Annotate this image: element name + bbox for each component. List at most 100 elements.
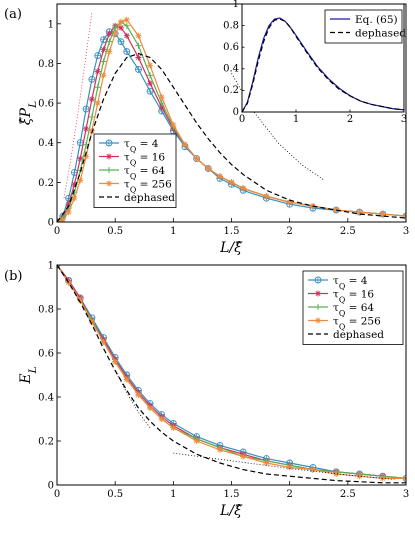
b-legend-marker-2 [315, 304, 321, 310]
b-point--q-256-5 [112, 358, 119, 365]
a-point--q-16-13 [135, 54, 142, 61]
a-ytick-label-3: 0.6 [38, 99, 54, 110]
b-ytick-label-5: 1 [48, 261, 54, 272]
a-inset-ytick-label-2: 0.4 [223, 64, 239, 75]
b-xtick-label-4: 2 [286, 489, 292, 500]
a-point--q-16-11 [117, 24, 124, 31]
a-series--q-256-line [57, 19, 406, 222]
a-xtick-label-1: 0.5 [107, 226, 123, 237]
a-point--q-64-10 [112, 24, 119, 31]
a-legend-marker-1 [106, 153, 112, 160]
a-xtick-label-6: 3 [403, 226, 409, 237]
b-point--q-256-9 [158, 416, 165, 422]
b-xtick-label-1: 0.5 [107, 489, 123, 500]
a-point--q-256-18 [193, 155, 200, 162]
a-point--q-4-11 [117, 38, 125, 46]
a-point--q-4-12 [123, 48, 131, 56]
a-point--q-4-6 [88, 75, 96, 83]
b-series-guide-5-line [114, 370, 151, 429]
a-point--q-256-27 [356, 209, 363, 216]
a-point--q-64-13 [135, 42, 142, 49]
b-legend-label-2: τQ = 64 [333, 302, 374, 318]
b-point--q-256-6 [123, 376, 130, 383]
b-point--q-256-17 [333, 471, 340, 477]
a-point--q-64-6 [88, 113, 95, 120]
a-xtick-label-0: 0 [54, 226, 60, 237]
a-legend-label-2: τQ = 64 [124, 165, 165, 181]
a-axes-frame [56, 3, 407, 223]
a-xlabel: L/ξ̂ [219, 240, 243, 256]
a-point--q-256-8 [100, 72, 107, 79]
a-point--q-256-7 [94, 100, 101, 107]
a-point--q-16-2 [65, 201, 72, 208]
b-legend-label-4: dephased [333, 329, 384, 341]
a-legend-label-3: τQ = 256 [124, 178, 172, 194]
b-legend-marker-0 [314, 276, 322, 284]
a-point--q-256-22 [240, 185, 247, 192]
a-point--q-256-11 [117, 18, 124, 25]
b-panel-label: (b) [4, 269, 22, 284]
a-inset-plot-area [242, 17, 404, 112]
b-point--q-256-18 [356, 473, 363, 480]
a-point--q-256-15 [158, 94, 165, 101]
a-point--q-256-10 [112, 30, 119, 37]
b-legend-label-1: τQ = 16 [333, 288, 374, 304]
a-inset-series-dephased-line [242, 18, 404, 112]
a-point--q-16-3 [71, 181, 78, 188]
a-point--q-16-4 [77, 155, 84, 162]
b-ytick-label-4: 0.8 [38, 305, 54, 316]
a-ylabel: ξ̂PL [18, 101, 39, 125]
b-legend-marker-3 [315, 317, 321, 324]
b-point--q-256-14 [263, 460, 270, 466]
a-xtick-label-3: 1.5 [224, 226, 240, 237]
a-xtick-label-2: 1 [170, 226, 176, 237]
b-xtick-label-6: 3 [403, 489, 409, 500]
a-point--q-256-21 [228, 179, 235, 186]
a-inset-ytick-label-1: 0.2 [223, 85, 239, 96]
a-point--q-16-12 [123, 32, 130, 39]
b-xtick-label-5: 2.5 [340, 489, 356, 500]
b-ylabel: EL [18, 366, 39, 384]
b-xlabel: L/ξ̂ [219, 503, 243, 519]
a-ytick-label-2: 0.4 [38, 138, 54, 149]
a-legend-marker-3 [106, 180, 112, 187]
a-point--q-4-8 [100, 36, 107, 44]
a-legend-marker-0 [105, 139, 113, 147]
a-point--q-16-8 [100, 46, 107, 53]
a-point--q-16-14 [147, 80, 154, 87]
b-point--q-256-12 [216, 446, 223, 453]
a-series--q-4-line [57, 31, 406, 222]
a-legend-label-4: dephased [124, 192, 175, 204]
a-point--q-256-14 [147, 62, 154, 69]
b-ytick-label-2: 0.4 [38, 393, 54, 404]
a-point--q-4-14 [146, 87, 154, 95]
b-legend-label-0: τQ = 4 [333, 275, 368, 291]
a-point--q-256-3 [71, 195, 78, 202]
a-inset-xtick-label-3: 3 [401, 114, 407, 125]
a-point--q-256-19 [205, 165, 212, 172]
a-ytick-label-4: 0.8 [38, 59, 54, 70]
b-point--q-256-4 [100, 339, 107, 345]
b-ytick-label-0: 0 [48, 481, 54, 492]
b-xtick-label-0: 0 [54, 489, 60, 500]
a-point--q-256-13 [135, 32, 142, 39]
a-inset-ytick-label-5: 1 [233, 0, 239, 10]
b-point--q-256-7 [135, 391, 142, 398]
a-point--q-16-6 [88, 96, 95, 103]
a-inset-ytick-label-0: 0 [233, 107, 239, 118]
a-point--q-16-9 [106, 30, 113, 37]
a-inset-xtick-label-0: 0 [239, 114, 245, 125]
b-point--q-256-16 [309, 466, 316, 473]
a-inset-frame [241, 3, 405, 113]
a-point--q-256-20 [216, 173, 223, 180]
a-point--q-16-15 [158, 104, 165, 111]
b-point--q-256-1 [65, 279, 72, 286]
a-plot-area [57, 11, 406, 222]
b-series-guide-6-line [173, 452, 395, 480]
a-ytick-label-5: 1 [48, 19, 54, 30]
a-inset-legend-label-1: dephased [355, 27, 406, 39]
a-point--q-4-5 [82, 105, 90, 113]
a-point--q-16-5 [83, 125, 90, 132]
a-point--q-256-23 [263, 193, 270, 200]
